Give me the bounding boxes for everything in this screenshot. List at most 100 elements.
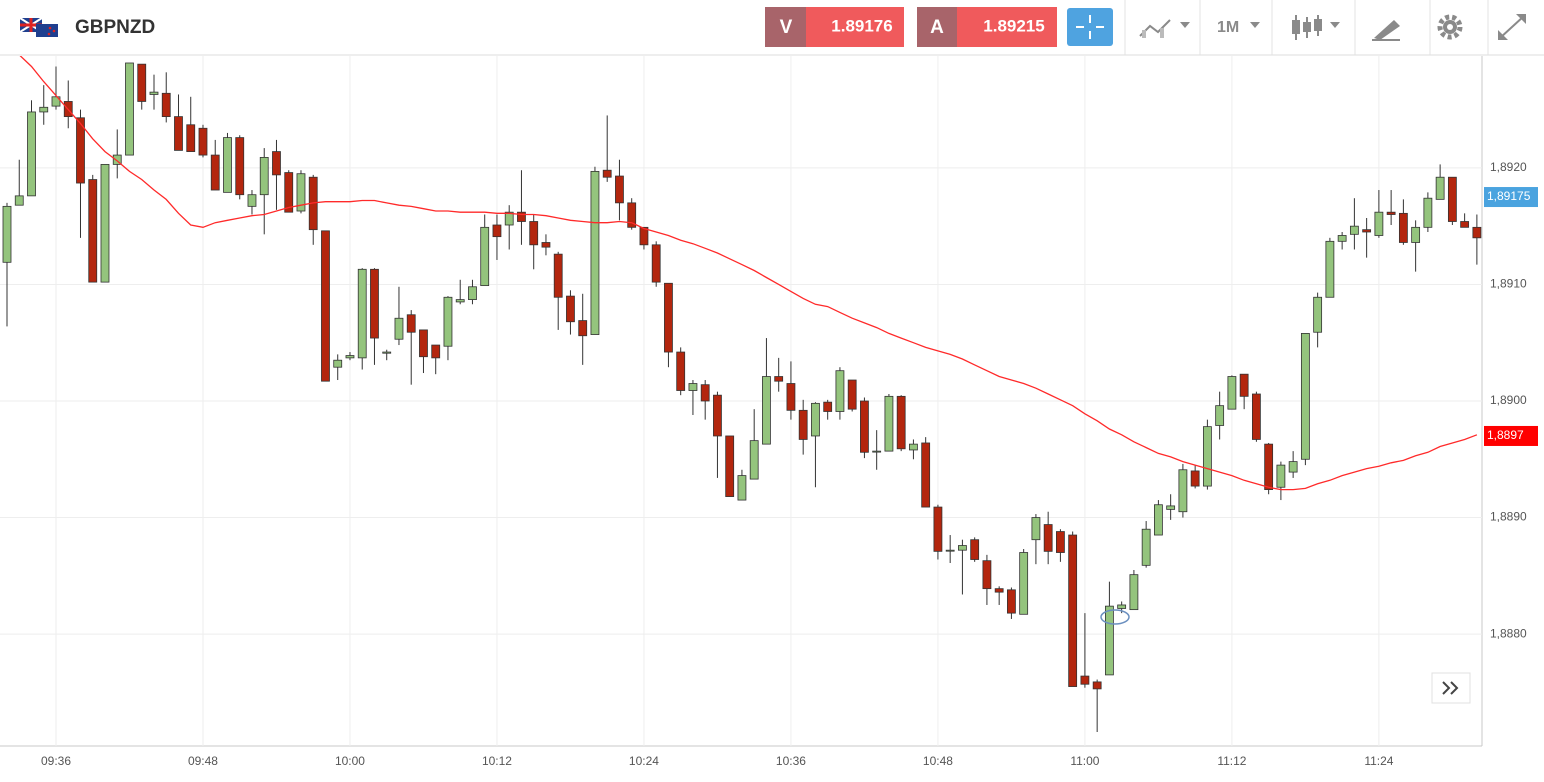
candle-body: [161, 92, 171, 118]
timeframe: 1M: [1217, 19, 1239, 36]
x-tick-label: 09:36: [41, 754, 71, 768]
candle-body: [370, 268, 379, 339]
candle-body: [382, 351, 392, 354]
toolbar: GBPNZD V 1.89176 A 1.89215 1M: [0, 0, 1544, 56]
candle-body: [14, 195, 24, 206]
candle-body: [1288, 461, 1298, 473]
y-tick-label: 1,8920: [1490, 160, 1527, 174]
buy-price: 1.89215: [983, 16, 1044, 35]
candle-body: [1313, 296, 1323, 333]
candle-body: [1398, 212, 1408, 243]
y-tick-label: 1,8900: [1490, 393, 1527, 407]
candle-body: [357, 268, 367, 359]
candle-body: [1043, 524, 1053, 552]
flag-icon: [19, 17, 58, 37]
candle-body: [860, 400, 869, 453]
scroll-right-button[interactable]: [1431, 672, 1471, 704]
y-tick-label: 1,8880: [1490, 626, 1527, 640]
candle-body: [1117, 604, 1127, 609]
buy-button[interactable]: A 1.89215: [917, 7, 1057, 47]
candle-body: [639, 226, 649, 246]
candle-body: [1325, 240, 1335, 298]
candle-body: [1202, 426, 1212, 487]
crosshair-button[interactable]: [1067, 8, 1113, 46]
candle-body: [174, 116, 183, 151]
settings-button[interactable]: [1437, 14, 1463, 40]
candle-body: [186, 124, 196, 152]
candle-body: [823, 401, 833, 412]
candle-body: [982, 560, 992, 590]
candle-body: [1129, 574, 1139, 611]
candle-body: [541, 242, 551, 248]
candle-body: [345, 355, 355, 359]
candle-body: [762, 376, 771, 445]
candle-body: [664, 282, 673, 353]
candle-body: [39, 106, 49, 113]
candle-body: [1068, 534, 1078, 687]
sell-price-bg: [806, 7, 904, 47]
candles: [2, 62, 1482, 733]
candle-body: [725, 435, 735, 497]
timeframe-button[interactable]: 1M: [1217, 19, 1260, 36]
sell-label-bg: [765, 7, 806, 47]
x-tick-label: 10:48: [923, 754, 953, 768]
fullscreen-button[interactable]: [1498, 14, 1526, 40]
candle-body: [1154, 504, 1163, 536]
candle-body: [1460, 221, 1470, 228]
candle-body: [1190, 470, 1200, 487]
candle-body: [909, 443, 918, 451]
candle-body: [2, 205, 12, 263]
y-tick-label: 1,8890: [1490, 510, 1527, 524]
candle-body: [1349, 225, 1359, 235]
candle-body: [198, 127, 208, 156]
candle-body: [504, 211, 514, 226]
moving-average: [19, 56, 1478, 491]
axis-labels: 1,8880 1,8890 1,8900 1,8910 1,8920 09:36 09:48…: [41, 160, 1538, 768]
candle-body: [235, 137, 245, 196]
candle-body: [137, 63, 147, 102]
candle-body: [443, 296, 453, 347]
sell-button[interactable]: V 1.89176: [765, 7, 904, 47]
price-tag: [1484, 187, 1538, 208]
candle-body: [1215, 405, 1225, 426]
candle-body: [1447, 176, 1457, 222]
candle-body: [1092, 681, 1102, 690]
candle-body: [700, 384, 710, 402]
candle-body: [970, 539, 980, 560]
candle-body: [51, 96, 61, 107]
buy-label: A: [930, 17, 944, 38]
candle-body: [272, 151, 281, 176]
candle-body: [1411, 226, 1421, 243]
candle-body: [933, 506, 943, 552]
drawing-button[interactable]: [1372, 20, 1400, 41]
candle-body: [394, 317, 404, 340]
toolbar-separators: [1124, 0, 1489, 55]
candle-body: [284, 172, 294, 213]
candle-body: [627, 202, 637, 228]
candle-body: [149, 91, 159, 95]
candle-body: [713, 394, 722, 437]
candle-body: [688, 383, 698, 391]
candle-body: [896, 395, 906, 450]
candle-body: [1019, 552, 1029, 615]
candle-body: [100, 163, 110, 283]
candle-body: [480, 226, 490, 287]
candle-body: [529, 221, 539, 246]
x-tick-label: 10:12: [482, 754, 512, 768]
candle-body: [431, 344, 441, 359]
candle-body: [468, 286, 477, 300]
x-tick-label: 11:24: [1364, 754, 1393, 768]
candle-body: [210, 154, 220, 191]
candle-body: [1435, 176, 1445, 200]
candle-body: [749, 440, 759, 480]
candle-body: [1423, 197, 1433, 228]
candle-body: [333, 359, 343, 368]
candles-button[interactable]: [1292, 15, 1340, 40]
candle-body: [1251, 393, 1261, 440]
x-tick-label: 09:48: [188, 754, 218, 768]
chart-type-button[interactable]: [1139, 19, 1190, 38]
candle-body: [786, 383, 796, 411]
candle-body: [1337, 235, 1347, 242]
x-tick-label: 11:12: [1217, 754, 1246, 768]
